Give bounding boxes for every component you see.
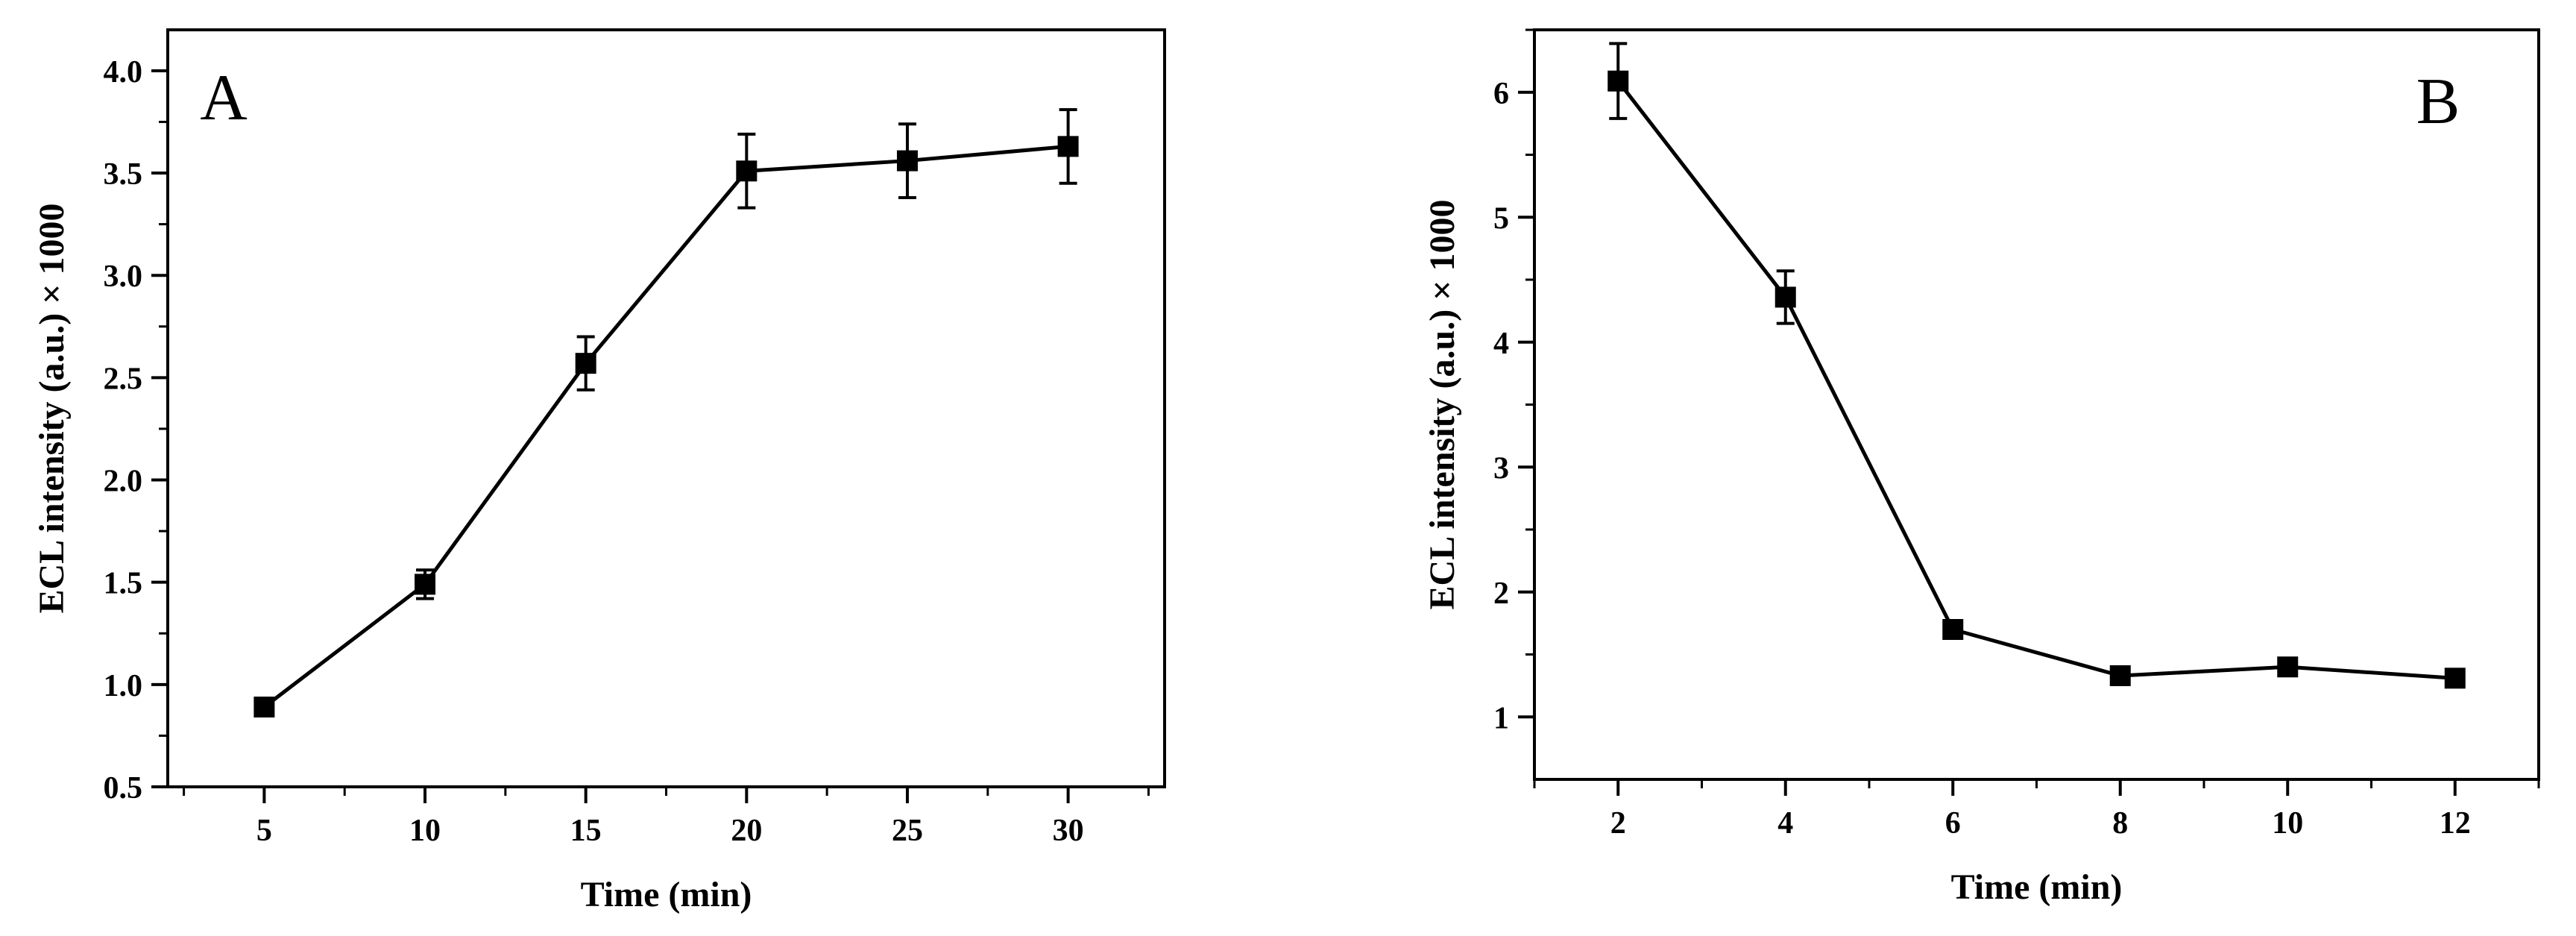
x-tick-label: 5 — [256, 814, 272, 848]
y-tick-label: 4.0 — [104, 55, 143, 89]
series-line — [1616, 80, 2455, 680]
data-point — [896, 150, 918, 172]
panel-label: A — [200, 62, 248, 134]
x-axis-label: Time (min) — [1951, 867, 2123, 907]
x-tick-label: 12 — [2440, 806, 2471, 841]
y-tick-label: 3 — [1493, 451, 1509, 486]
x-tick-label: 25 — [892, 814, 923, 848]
y-tick-label: 2.0 — [104, 465, 143, 499]
y-tick-label: 3.0 — [104, 260, 143, 294]
y-tick-label: 5 — [1493, 201, 1509, 236]
data-point — [415, 574, 436, 595]
series-line — [262, 144, 1068, 709]
data-point — [575, 353, 596, 374]
y-tick-label: 1 — [1493, 701, 1509, 735]
y-axis-label: ECL intensity (a.u.) × 1000 — [1423, 199, 1462, 609]
data-point — [2444, 668, 2466, 689]
x-axis-label: Time (min) — [581, 875, 752, 914]
y-axis-label: ECL intensity (a.u.) × 1000 — [32, 203, 72, 613]
x-tick-label: 10 — [409, 814, 441, 848]
y-tick-label: 1.0 — [104, 669, 143, 703]
x-tick-label: 20 — [731, 814, 762, 848]
y-tick-label: 6 — [1493, 77, 1509, 111]
x-tick-label: 8 — [2112, 806, 2128, 841]
data-point — [2109, 665, 2131, 686]
x-tick-label: 30 — [1053, 814, 1084, 848]
x-tick-label: 10 — [2272, 806, 2303, 841]
data-point — [253, 697, 275, 718]
y-tick-label: 0.5 — [104, 771, 143, 805]
data-point — [1607, 70, 1629, 92]
data-point — [1057, 136, 1079, 157]
y-tick-label: 2 — [1493, 577, 1509, 611]
plot-frame — [1533, 28, 2540, 781]
x-tick-label: 2 — [1610, 806, 1626, 841]
y-tick-label: 1.5 — [104, 567, 143, 601]
x-tick-label: 4 — [1777, 806, 1793, 841]
data-point — [1942, 619, 1964, 640]
x-tick-label: 15 — [570, 814, 602, 848]
y-tick-label: 2.5 — [104, 362, 143, 396]
x-tick-label: 6 — [1945, 806, 1961, 841]
y-tick-label: 4 — [1493, 327, 1509, 361]
chart-panel-a: 5 10 15 20 25 30 0.5 1.0 1.5 2.0 2.5 3.0 3.5 4.0 Time … — [32, 28, 1166, 914]
plot-frame — [166, 28, 1166, 788]
data-point — [1774, 286, 1796, 308]
panel-label: B — [2416, 66, 2460, 138]
data-point — [2277, 656, 2299, 678]
y-tick-label: 3.5 — [104, 157, 143, 192]
data-point — [736, 160, 758, 182]
